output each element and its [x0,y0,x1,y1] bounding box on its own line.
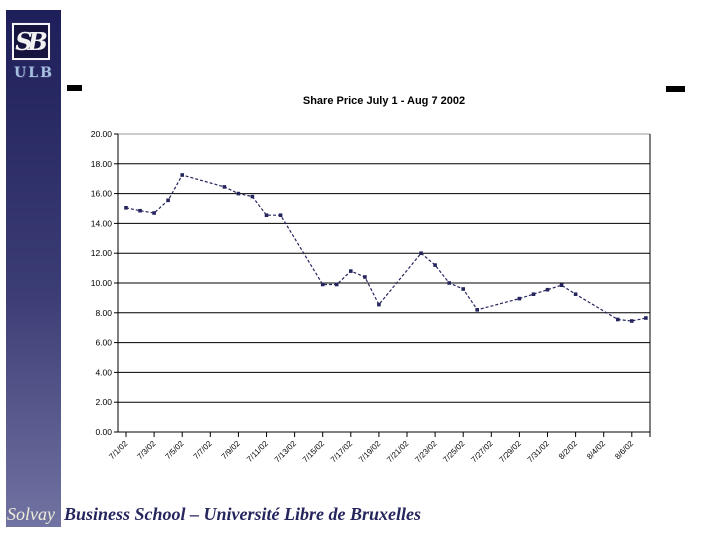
y-tick-label: 6.00 [95,338,112,348]
data-point-marker [630,319,634,323]
brand-sidebar: SB ULB [6,10,61,527]
data-point-marker [166,198,170,203]
y-tick-label: 12.00 [91,248,113,258]
data-point-marker [545,287,550,292]
x-tick-label: 7/1/02 [107,439,129,461]
data-point-marker [138,208,142,213]
x-tick-label: 7/15/02 [301,439,327,465]
logo-monogram: SB [15,26,48,56]
y-tick-label: 20.00 [91,129,113,139]
data-point-marker [363,275,367,279]
x-tick-label: 7/31/02 [526,439,552,465]
x-tick-label: 7/25/02 [441,439,467,465]
ulb-label: ULB [14,65,54,81]
x-tick-label: 8/4/02 [585,439,607,461]
data-point-marker [334,282,339,287]
y-tick-label: 4.00 [95,367,112,377]
data-point-marker [447,281,451,285]
data-point-marker [573,292,578,296]
data-point-marker [475,308,479,312]
footer-solvay-text: Solvay [7,504,55,524]
solvay-sb-logo: SB [11,22,51,61]
data-point-marker [236,191,241,196]
x-tick-label: 7/3/02 [135,439,157,461]
x-tick-label: 8/6/02 [613,439,635,461]
y-tick-label: 10.00 [91,278,113,288]
data-point-marker [419,251,423,255]
data-point-marker [349,269,353,273]
y-tick-label: 18.00 [91,159,113,169]
x-tick-label: 7/17/02 [329,439,355,465]
x-tick-label: 7/7/02 [192,439,214,461]
price-line [125,174,647,322]
y-tick-label: 0.00 [95,427,112,437]
data-point-marker [180,173,184,177]
data-point-marker [559,283,564,287]
data-point-marker [264,213,269,217]
y-tick-label: 16.00 [91,189,113,199]
data-point-marker [616,317,620,322]
data-point-marker [531,292,536,296]
data-point-marker [320,282,325,287]
x-tick-label: 7/29/02 [498,439,524,465]
x-tick-label: 7/5/02 [164,439,186,461]
data-point-marker [644,316,648,320]
data-point-marker [278,213,283,217]
chart-title: Share Price July 1 - Aug 7 2002 [302,95,466,107]
data-point-marker [152,211,156,215]
data-point-marker [124,206,128,210]
data-point-marker [250,194,255,199]
x-tick-label: 7/9/02 [220,439,242,461]
x-tick-label: 7/27/02 [469,439,495,465]
x-tick-label: 7/23/02 [413,439,439,465]
data-point-marker [433,263,437,267]
y-tick-label: 8.00 [95,308,112,318]
footer: Solvay Business School – Université Libre… [7,504,421,525]
y-tick-label: 2.00 [95,397,112,407]
left-dash-decoration [67,85,82,91]
x-tick-label: 7/13/02 [273,439,299,465]
footer-school-text: Business School – Université Libre de Br… [63,504,422,524]
x-tick-label: 7/19/02 [357,439,383,465]
right-dash-decoration [666,86,685,92]
data-point-marker [222,185,227,189]
x-tick-label: 7/11/02 [245,439,270,464]
data-point-marker [377,302,381,307]
x-tick-label: 8/2/02 [557,439,579,461]
y-tick-label: 14.00 [91,218,113,228]
x-tick-label: 7/21/02 [385,439,411,465]
data-point-marker [517,296,522,301]
data-point-marker [461,287,465,291]
